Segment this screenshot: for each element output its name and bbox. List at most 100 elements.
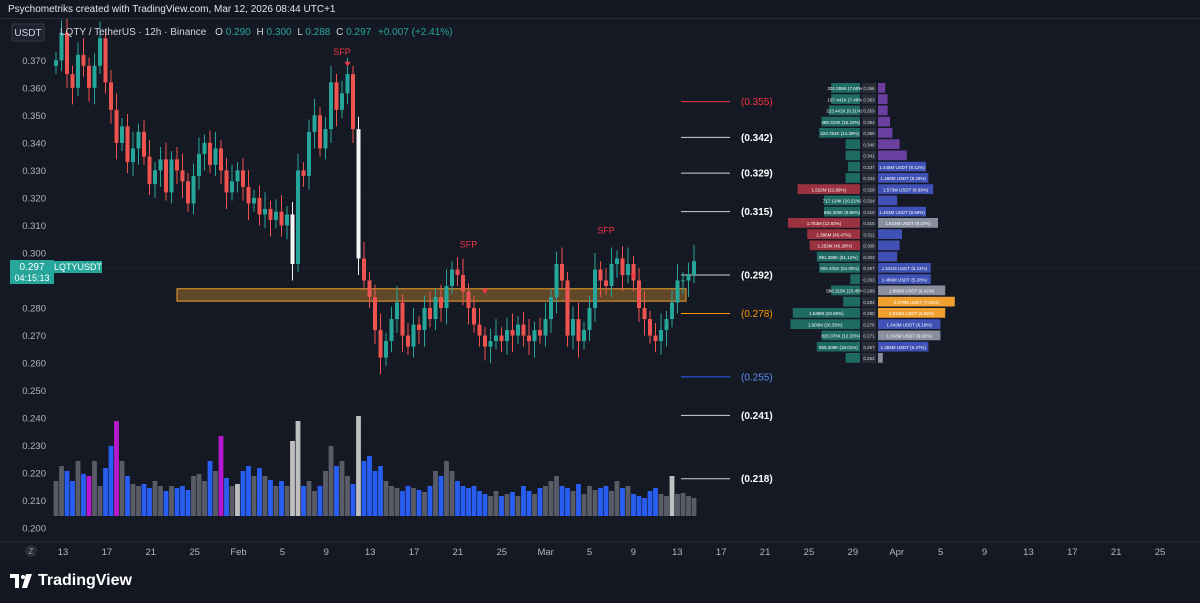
ask-bar: [878, 263, 931, 273]
volume-bar: [389, 486, 394, 516]
volume-bar: [581, 494, 587, 516]
candle-body: [180, 170, 185, 182]
ask-bar: [878, 116, 890, 127]
candle-body: [175, 159, 179, 171]
ask-bar: [878, 285, 946, 296]
volume-bar: [686, 496, 691, 516]
candle-body: [362, 258, 366, 281]
volume-bar: [191, 476, 196, 516]
ask-label: 1.815M USDT (6.85%): [889, 311, 935, 316]
ask-bar: [878, 206, 926, 217]
volume-bar: [647, 491, 653, 516]
candle-body: [274, 211, 278, 220]
ask-bar: [878, 274, 931, 284]
bid-label: 906.405K (54.05%): [820, 266, 859, 271]
book-price-cell: [862, 353, 876, 363]
volume-bar: [152, 481, 158, 516]
candle-body: [604, 280, 608, 287]
high-label: H: [257, 27, 264, 38]
candlesticks: [54, 19, 696, 375]
bid-bar: [845, 150, 860, 161]
scale-button-bg[interactable]: [25, 545, 37, 557]
time-axis[interactable]: 13 17 21 25 Feb 5 9 13 17 21 25 Mar 5 9 13 17 21 25 29 Apr 5…: [58, 547, 1166, 558]
ask-bar: [878, 296, 955, 307]
bid-bar: [792, 308, 860, 318]
candle-body: [356, 129, 361, 259]
volume-bar: [620, 488, 625, 516]
ask-bar: [878, 150, 907, 161]
volume-bar: [488, 496, 493, 516]
candle-body: [70, 74, 75, 88]
candle-body: [65, 32, 69, 75]
candle-body: [351, 74, 355, 130]
volume-bar: [97, 486, 103, 516]
book-price-cell: [862, 173, 876, 183]
volume-bar: [273, 486, 279, 516]
candle-body: [609, 263, 614, 287]
book-price: 0.359: [863, 109, 875, 114]
close-label: C: [336, 27, 343, 38]
volume-bar: [75, 461, 81, 516]
tradingview-logo[interactable]: TradingView: [10, 572, 132, 590]
ask-label: 1.895M USDT (6.42%): [889, 289, 935, 294]
currency-button[interactable]: USDT: [14, 28, 41, 39]
open-value: 0.290: [226, 27, 251, 38]
x-tick-label: 25: [497, 547, 508, 558]
volume-bar: [422, 492, 427, 516]
volume-bar: [317, 486, 323, 516]
x-tick-label: 5: [280, 547, 285, 558]
candle-body: [230, 181, 234, 193]
symbol-legend[interactable]: LQTY / TetherUS · 12h · Binance O 0.290 …: [60, 27, 452, 38]
currency-button-bg[interactable]: [11, 23, 45, 42]
x-tick-label: 17: [716, 547, 727, 558]
x-tick-label: 13: [365, 547, 376, 558]
volume-bar: [323, 471, 328, 516]
candle-body: [114, 109, 119, 143]
sfp-label: SFP: [333, 47, 351, 57]
book-price: 0.319: [863, 210, 875, 215]
bid-label: 692.305K (9.86%): [824, 210, 861, 215]
volume-bar: [114, 421, 119, 516]
candle-body: [318, 115, 322, 149]
candle-body: [329, 82, 333, 130]
scale-button[interactable]: Z: [29, 547, 34, 556]
candle-body: [576, 319, 581, 342]
candle-body: [653, 335, 658, 342]
bid-bar: [831, 94, 860, 104]
book-price-cell: [862, 296, 876, 307]
bid-label: 1.522M (21.69%): [812, 187, 847, 192]
candle-body: [477, 324, 482, 336]
x-tick-label: 17: [102, 547, 113, 558]
candle-body: [301, 170, 306, 176]
volume-bar: [559, 486, 565, 516]
candle-body: [158, 159, 163, 171]
bid-bar: [845, 139, 860, 149]
volume-bar: [86, 476, 92, 516]
book-price: 0.293: [863, 277, 875, 282]
book-price-cell: [862, 128, 876, 138]
x-tick-label: 13: [1023, 547, 1034, 558]
volume-bar: [691, 498, 697, 516]
close-value: 0.297: [346, 27, 371, 38]
ask-bar: [878, 251, 898, 262]
ask-bar: [878, 330, 941, 341]
level-label: (0.218): [741, 474, 773, 485]
candle-body: [488, 341, 493, 347]
ask-bar: [878, 161, 926, 172]
candle-body: [92, 65, 97, 88]
ask-label: 1.643M USDT (6.92%): [886, 334, 932, 339]
candle-body: [323, 129, 328, 149]
book-price: 0.328: [863, 187, 875, 192]
candle-body: [417, 324, 421, 331]
price-badge-countdown: 04:15:13: [14, 273, 49, 283]
volume-bar: [103, 468, 108, 516]
volume-bar: [537, 488, 543, 516]
level-label: (0.255): [741, 372, 773, 383]
candle-body: [466, 291, 471, 309]
candle-body: [285, 214, 289, 226]
x-tick-label: Apr: [889, 547, 904, 558]
book-price: 0.302: [863, 255, 875, 260]
book-price: 0.289: [863, 289, 875, 294]
candle-body: [389, 319, 394, 342]
